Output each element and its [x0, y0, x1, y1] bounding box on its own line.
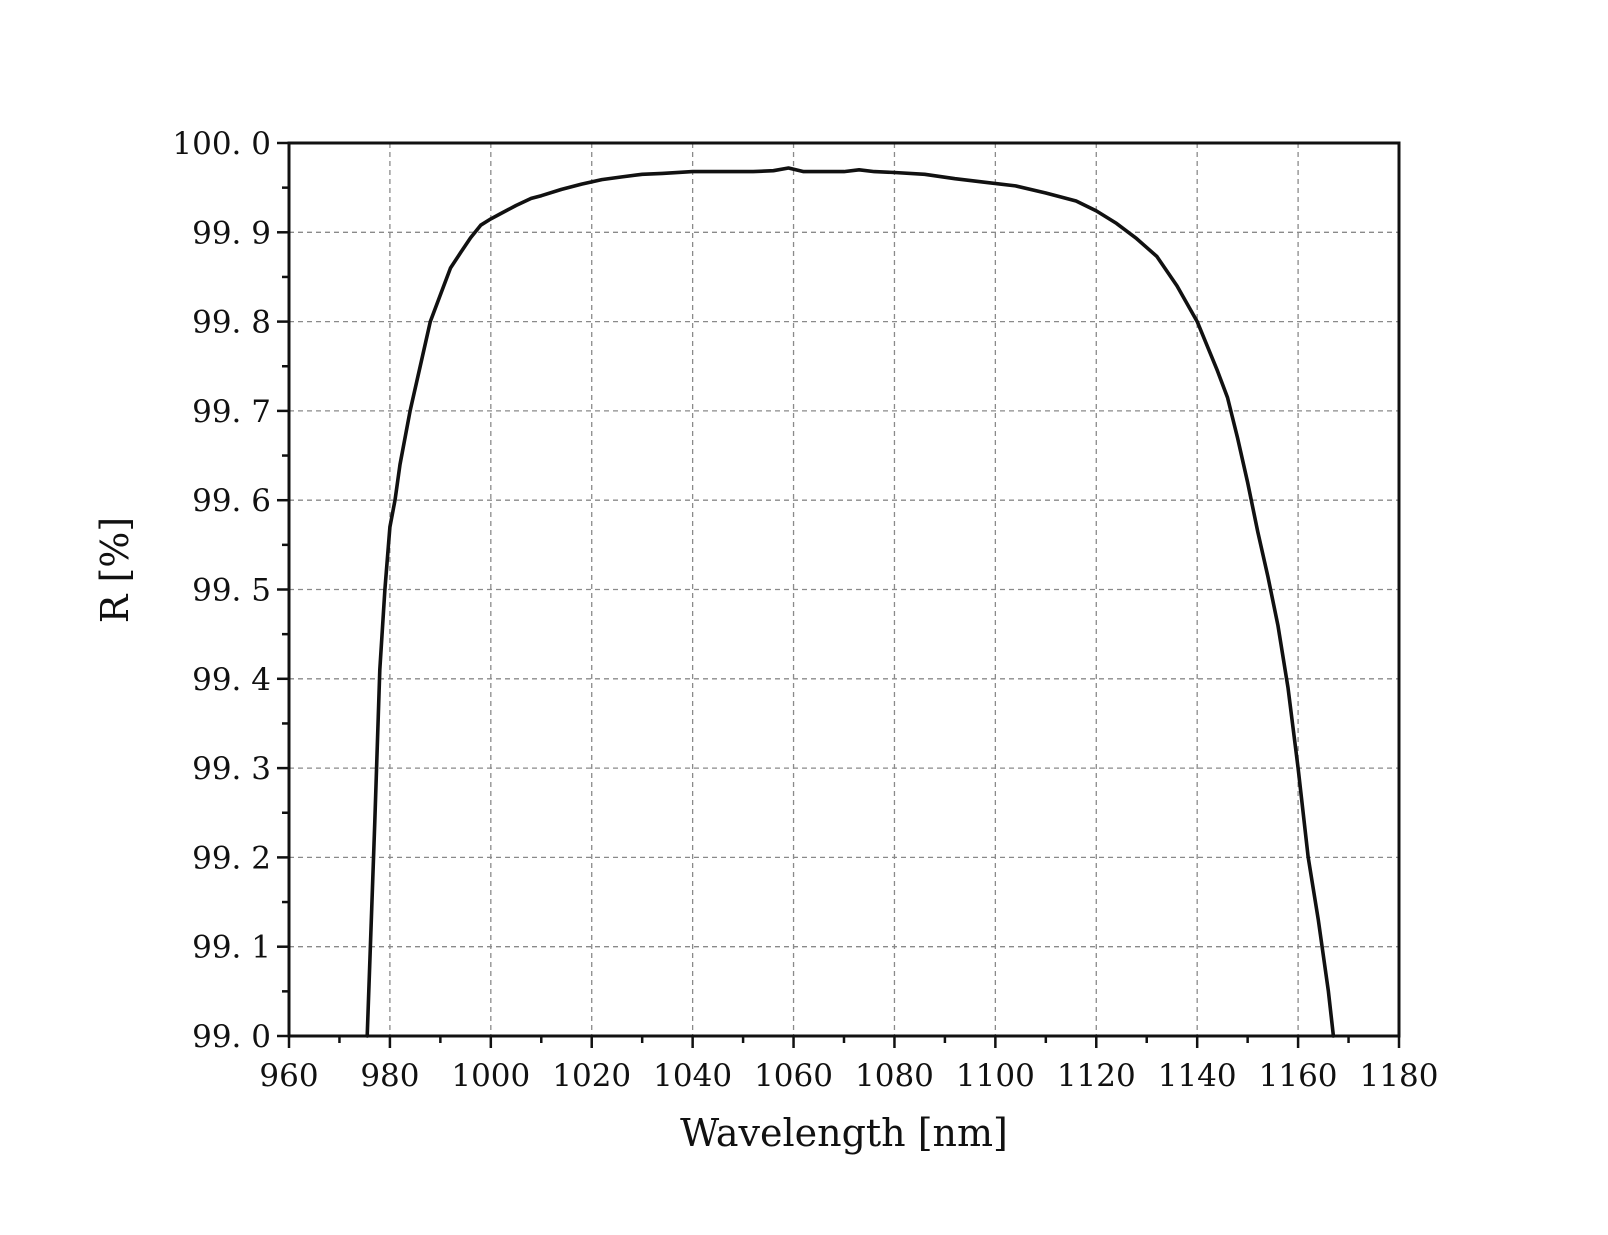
y-tick-label: 99. 6	[192, 483, 271, 519]
x-axis-title: Wavelength [nm]	[680, 1111, 1008, 1155]
y-tick-label: 99. 4	[192, 662, 271, 698]
y-tick-label: 100. 0	[172, 126, 271, 162]
x-tick-label: 1000	[451, 1058, 530, 1094]
plot-frame	[287, 141, 1401, 1038]
x-tick-label: 1140	[1158, 1058, 1237, 1094]
x-tick-label: 980	[360, 1058, 419, 1094]
y-tick-label: 99. 7	[192, 394, 271, 430]
x-tick-label: 1180	[1360, 1058, 1439, 1094]
y-tick-label: 99. 8	[192, 305, 271, 341]
y-tick-label: 99. 2	[192, 840, 271, 876]
y-tick-label: 99. 1	[192, 930, 271, 966]
x-tick-label: 1160	[1259, 1058, 1338, 1094]
x-tick-label: 1100	[956, 1058, 1035, 1094]
x-tick-label: 1020	[552, 1058, 631, 1094]
y-tick-label: 99. 5	[192, 573, 271, 609]
y-tick-label: 99. 9	[192, 215, 271, 251]
x-tick-label: 1120	[1057, 1058, 1136, 1094]
tick-labels: 960 980 1000 1020 1040 1060 1080 1100 1120 1140 11…	[172, 126, 1438, 1094]
reflectance-line	[365, 166, 1336, 1038]
x-tick-label: 1060	[754, 1058, 833, 1094]
x-tick-label: 1080	[855, 1058, 934, 1094]
y-tick-label: 99. 0	[192, 1019, 271, 1055]
grid-lines	[289, 143, 1399, 1036]
x-tick-label: 1040	[653, 1058, 732, 1094]
x-tick-label: 960	[259, 1058, 318, 1094]
y-axis-title: R [%]	[93, 517, 137, 623]
axis-ticks	[277, 141, 1401, 1048]
series-layer	[365, 166, 1336, 1038]
y-tick-label: 99. 3	[192, 751, 271, 787]
